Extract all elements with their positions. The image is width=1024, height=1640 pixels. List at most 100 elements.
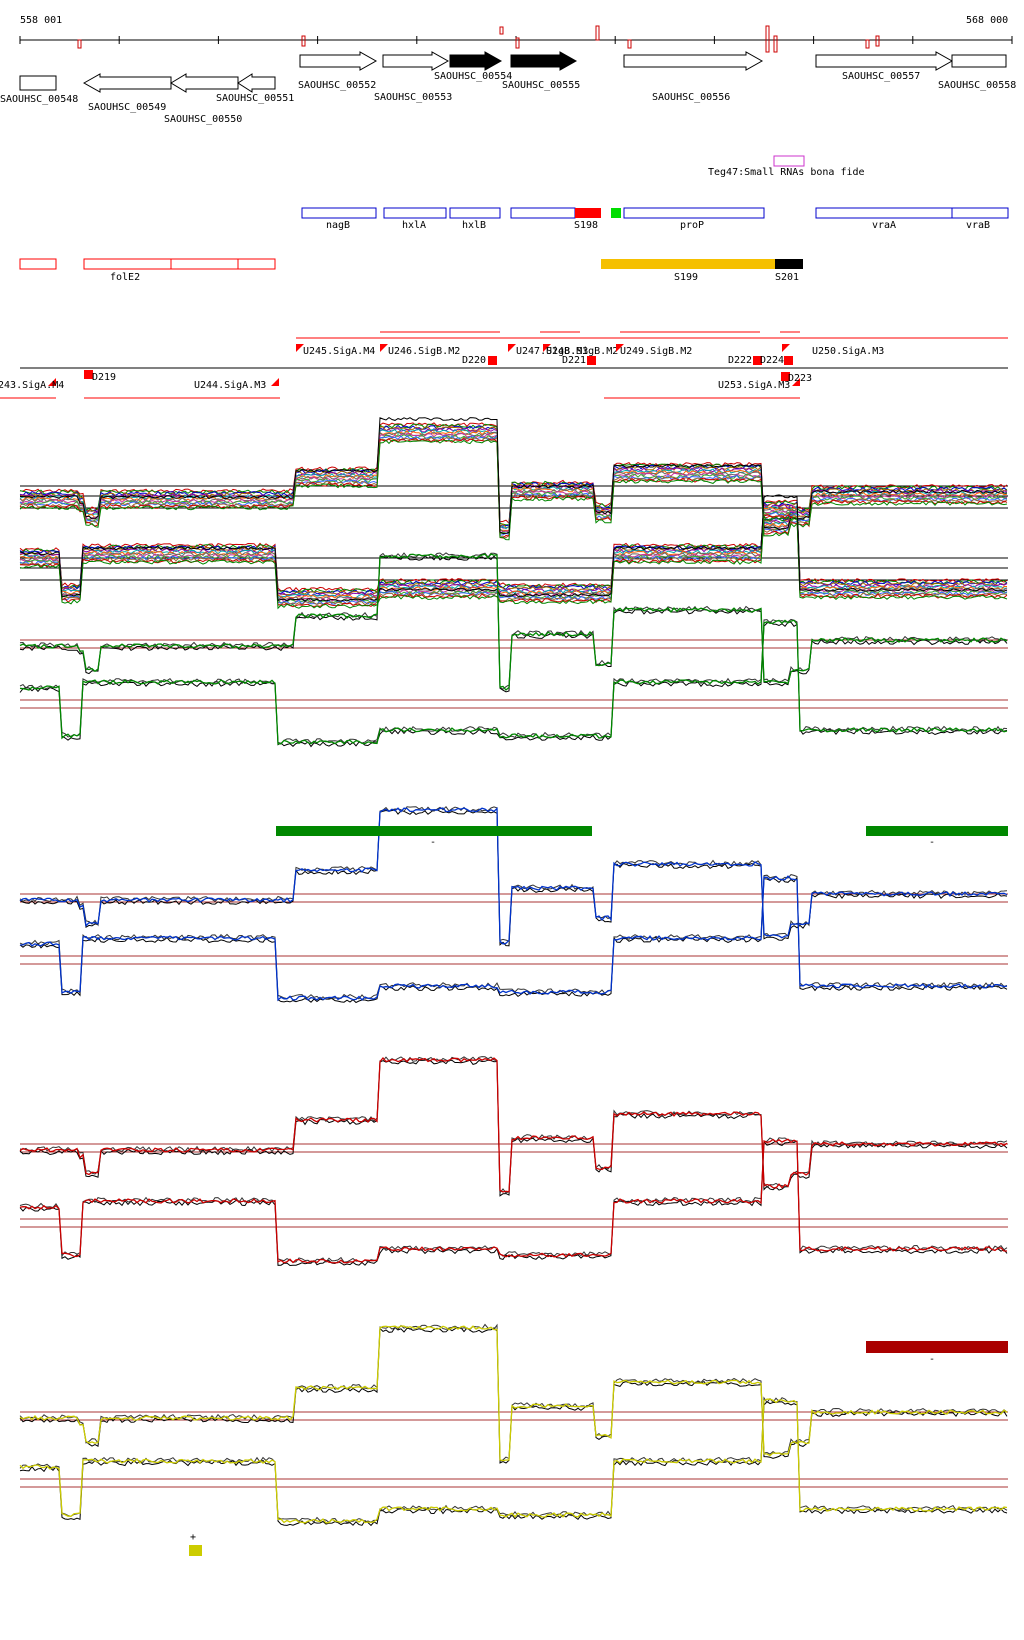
condition-profile-panel xyxy=(19,1323,1008,1464)
condition-sign: - xyxy=(929,1354,935,1365)
condition-bar-green[interactable] xyxy=(276,826,592,836)
gene-SAOUHSC_00555[interactable]: SAOUHSC_00555 xyxy=(502,51,580,91)
promoter-plus-lines xyxy=(296,331,1008,339)
feature-vraA[interactable] xyxy=(815,207,953,219)
condition-markers: - - - + xyxy=(189,826,1008,1556)
expression-profile xyxy=(19,503,1008,597)
gene-SAOUHSC_00551[interactable]: SAOUHSC_00551 xyxy=(216,73,294,104)
ruler-feature-mark xyxy=(77,39,82,49)
gene-SAOUHSC_00549[interactable]: SAOUHSC_00549 xyxy=(82,73,172,113)
promoter-U250[interactable]: U250.SigA.M3 xyxy=(782,344,884,357)
coordinate-ruler: 558 001 568 000 xyxy=(19,15,1013,53)
antisense-feature[interactable] xyxy=(237,258,276,270)
segment-S199[interactable] xyxy=(601,259,775,269)
gene-label: SAOUHSC_00549 xyxy=(88,102,166,113)
gene-annotation-track: SAOUHSC_00548 SAOUHSC_00549 SAOUHSC_0055… xyxy=(0,51,1016,125)
promoter-label: U243.SigA.M4 xyxy=(0,380,64,391)
condition-profile-panel xyxy=(19,806,1008,947)
expression-profile xyxy=(20,416,1008,535)
terminator-D220[interactable]: D220 xyxy=(462,355,497,366)
gene-label: SAOUHSC_00555 xyxy=(502,80,580,91)
profile-top-multi xyxy=(19,416,1008,541)
expression-profile xyxy=(19,430,1008,531)
small-rna-track: Teg47:Small RNAs bona fide xyxy=(708,155,865,178)
expression-profile xyxy=(19,1056,1008,1193)
expression-profile xyxy=(19,508,1008,602)
promoter-U247[interactable]: U247.SigB.M3 xyxy=(508,344,588,357)
terminator-label: D219 xyxy=(92,372,116,383)
feature-S198[interactable] xyxy=(575,208,601,218)
feature-proP[interactable] xyxy=(623,207,765,219)
expression-profile xyxy=(19,500,1008,594)
terminator-D221[interactable]: D221 xyxy=(562,355,596,366)
gene-SAOUHSC_00548[interactable]: SAOUHSC_00548 xyxy=(0,75,78,105)
expression-profile xyxy=(19,1396,1008,1523)
promoter-label: U247.SigB.M3 xyxy=(516,346,588,357)
gene-label: SAOUHSC_00556 xyxy=(652,92,730,103)
expression-profile xyxy=(19,1323,1008,1463)
segment-S201[interactable] xyxy=(775,259,803,269)
promoter-U243[interactable]: U243.SigA.M4 xyxy=(0,378,64,391)
condition-sign: - xyxy=(430,837,436,848)
condition-profile-panel xyxy=(19,618,1008,748)
ruler-feature-mark xyxy=(773,35,778,53)
feature-nagB[interactable] xyxy=(301,207,377,219)
gene-SAOUHSC_00552[interactable]: SAOUHSC_00552 xyxy=(298,51,378,91)
expression-profile xyxy=(19,514,1008,608)
terminator-D222[interactable]: D222 xyxy=(728,355,762,366)
gene-SAOUHSC_00556[interactable]: SAOUHSC_00556 xyxy=(623,51,764,103)
promoter-label: U244.SigA.M3 xyxy=(194,380,266,391)
terminator-D224[interactable]: D224 xyxy=(760,355,793,366)
expression-profile xyxy=(19,511,1008,605)
terminator-D223[interactable]: D223 xyxy=(781,372,812,384)
condition-bar-green[interactable] xyxy=(866,826,1008,836)
terminator-D219[interactable]: D219 xyxy=(84,370,116,383)
gene-SAOUHSC_00553[interactable]: SAOUHSC_00553 xyxy=(374,51,452,103)
antisense-folE2[interactable] xyxy=(83,258,172,270)
feature-label: nagB xyxy=(326,220,350,231)
expression-profile xyxy=(19,424,1008,527)
expression-profile xyxy=(19,1398,1008,1524)
expression-profile xyxy=(19,432,1008,534)
expression-profile xyxy=(19,423,1008,526)
feature-hxlB[interactable] xyxy=(449,207,501,219)
condition-bar-darkred[interactable] xyxy=(866,1341,1008,1353)
gene-label: SAOUHSC_00550 xyxy=(164,114,242,125)
promoter-U249[interactable]: U249.SigB.M2 xyxy=(616,344,692,357)
gene-SAOUHSC_00558[interactable]: SAOUHSC_00558 xyxy=(938,54,1016,91)
promoter-label: U249.SigB.M2 xyxy=(620,346,692,357)
antisense-feature[interactable] xyxy=(19,258,57,270)
feature-vraB[interactable] xyxy=(951,207,1009,219)
feature-hxlA[interactable] xyxy=(383,207,447,219)
expression-profile xyxy=(19,428,1008,530)
segment-label: S199 xyxy=(674,272,698,283)
gene-SAOUHSC_00557[interactable]: SAOUHSC_00557 xyxy=(815,51,954,82)
gene-SAOUHSC_00554[interactable]: SAOUHSC_00554 xyxy=(434,51,512,82)
feature-unnamed[interactable] xyxy=(510,207,576,219)
profile-bottom-multi xyxy=(19,494,1008,610)
expression-profile xyxy=(19,1137,1008,1263)
segment-label: S201 xyxy=(775,272,799,283)
expression-profile xyxy=(19,807,1008,945)
antisense-feature[interactable] xyxy=(170,258,239,270)
promoter-U246[interactable]: U246.SigB.M2 xyxy=(380,344,460,357)
ruler-feature-mark xyxy=(875,35,880,47)
promoter-U245[interactable]: U245.SigA.M4 xyxy=(296,344,375,357)
feature-green-marker[interactable] xyxy=(611,208,621,218)
condition-marker-yellow[interactable] xyxy=(189,1545,202,1556)
expression-profile xyxy=(19,1056,1008,1195)
terminator-label: D223 xyxy=(788,373,812,384)
expression-profile xyxy=(19,619,1008,745)
expression-profile xyxy=(19,874,1008,1000)
expression-profile xyxy=(19,499,1008,592)
ruler-feature-mark xyxy=(499,26,504,35)
promoter-U248[interactable]: U248.SigB.M2 xyxy=(543,344,618,357)
promoter-U244[interactable]: U244.SigA.M3 xyxy=(194,378,279,391)
feature-label: proP xyxy=(680,220,704,231)
ruler-end-label: 568 000 xyxy=(966,15,1008,26)
expression-profile xyxy=(19,1138,1007,1264)
promoter-U253[interactable]: U253.SigA.M3 xyxy=(718,378,800,391)
small-rna-box[interactable] xyxy=(773,155,805,167)
expression-profiles-all-conditions xyxy=(19,416,1008,610)
